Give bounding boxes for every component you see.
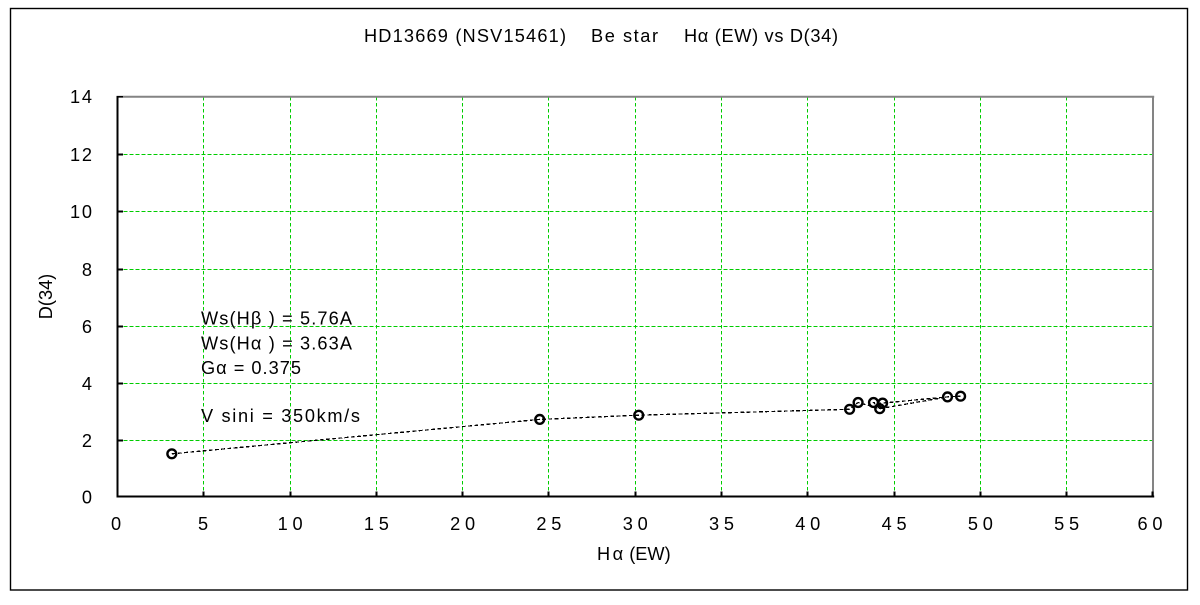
svg-text:0: 0 [82,487,92,507]
svg-text:12: 12 [70,145,92,165]
svg-text:10: 10 [70,202,92,222]
svg-text:4: 4 [82,374,92,394]
svg-text:14: 14 [70,87,92,107]
svg-text:8: 8 [82,260,92,280]
svg-text:5: 5 [198,514,208,534]
svg-text:Hα (EW): Hα (EW) [597,544,671,564]
svg-text:2: 2 [82,431,92,451]
svg-text:Gα = 0.375: Gα = 0.375 [201,358,301,378]
svg-text:D(34): D(34) [36,274,56,319]
svg-text:0: 0 [111,514,121,534]
svg-text:HD13669 (NSV15461): HD13669 (NSV15461) [364,26,566,46]
svg-text:Hα (EW) vs D(34): Hα (EW) vs D(34) [684,26,838,46]
svg-text:V sini = 350km/s: V sini = 350km/s [201,406,360,426]
svg-text:Be star: Be star [591,26,658,46]
svg-text:Ws(Hβ ) = 5.76A: Ws(Hβ ) = 5.76A [201,308,353,328]
svg-text:Ws(Hα ) = 3.63A: Ws(Hα ) = 3.63A [201,333,353,353]
svg-text:6: 6 [82,317,92,337]
